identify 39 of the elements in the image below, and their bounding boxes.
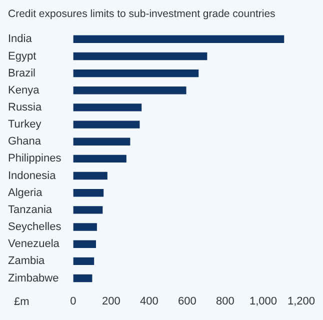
y-tick-label: Indonesia <box>8 170 57 182</box>
x-tick-label: 600 <box>178 295 196 308</box>
y-tick-label: Seychelles <box>8 221 62 234</box>
x-tick-label: 0 <box>70 295 76 308</box>
bar <box>73 86 186 94</box>
bar <box>73 104 142 112</box>
y-tick-label: Ghana <box>8 136 42 148</box>
y-tick-label: India <box>8 33 33 46</box>
bar <box>73 257 94 266</box>
bar <box>73 138 130 146</box>
bar <box>73 154 126 163</box>
bar <box>73 52 208 60</box>
y-tick-label: Zimbabwe <box>8 272 59 284</box>
x-axis-title: £m <box>14 296 30 308</box>
x-tick-label: 200 <box>102 295 120 308</box>
bar <box>73 223 97 231</box>
y-tick-label: Brazil <box>8 67 36 80</box>
y-tick-label: Egypt <box>8 50 36 62</box>
bar <box>73 189 104 197</box>
bar <box>73 240 96 248</box>
y-tick-label: Zambia <box>8 255 46 268</box>
chart-title: Credit exposures limits to sub-investment grade countries <box>8 8 276 20</box>
y-tick-label: Russia <box>8 101 43 114</box>
bar <box>73 120 140 128</box>
bar <box>73 206 103 214</box>
bar <box>73 172 108 180</box>
x-tick-label: 1,000 <box>249 295 277 308</box>
y-tick-label: Algeria <box>8 186 44 199</box>
x-tick-label: 800 <box>216 295 234 308</box>
bar <box>73 35 284 43</box>
bar <box>73 69 199 78</box>
y-tick-label: Philippines <box>8 152 62 165</box>
x-tick-label: 1,200 <box>287 295 315 308</box>
y-tick-label: Tanzania <box>8 204 53 216</box>
y-tick-label: Turkey <box>8 118 42 131</box>
x-tick-label: 400 <box>140 295 158 308</box>
y-tick-label: Venezuela <box>8 238 60 250</box>
y-tick-label: Kenya <box>8 84 40 96</box>
bar <box>73 274 92 282</box>
